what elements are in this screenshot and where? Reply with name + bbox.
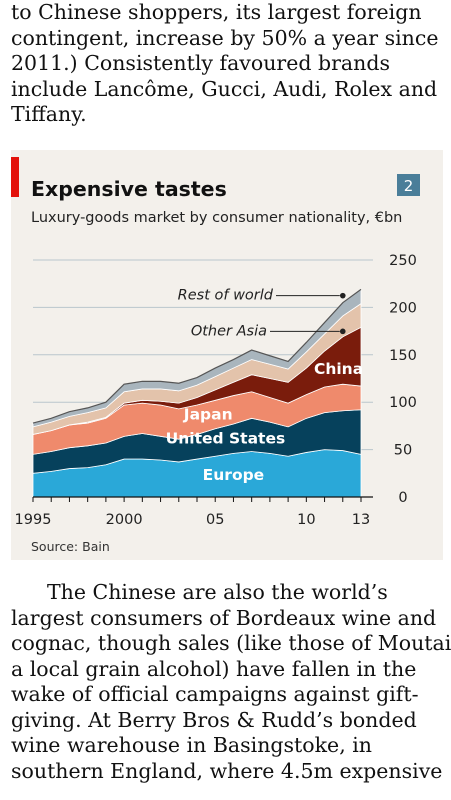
chart-number-box [397,174,420,196]
article-line: 2011.) Consistently favoured brands [11,51,390,75]
article-line: include Lancôme, Gucci, Audi, Rolex and [11,76,438,101]
x-tick-label: 13 [352,512,370,528]
article-line: wake of official campaigns against gift- [11,682,419,706]
chart-areas [32,288,362,498]
article-line: a local grain alcohol) have fallen in th… [11,656,417,681]
article-line: Tiffany. [11,102,87,126]
callout-label-rest_of_world: Rest of world [178,288,274,304]
y-tick-label: 200 [389,300,417,316]
chart-series-labels: Europe United States Japan China Rest of wor… [166,288,363,485]
chart-subtitle: Luxury-goods market by consumer national… [31,210,402,226]
y-tick-label: 50 [394,443,412,459]
callout-dot [339,292,346,299]
article-line: southern England, where 4.5m expensive [11,758,443,783]
series-label-china: China [314,360,363,378]
article-line: to Chinese shoppers, its largest foreign [11,0,422,24]
x-tick-label: 10 [297,512,315,528]
series-label-united_states: United States [166,430,286,448]
series-label-europe: Europe [203,466,265,484]
article-line: wine warehouse in Basingstoke, in [11,733,372,757]
series-label-japan: Japan [183,406,233,424]
total-outline [32,288,362,424]
x-tick-label: 05 [206,512,224,528]
article-line: cognac, though sales (like those of Mout… [11,631,451,655]
chart-red-accent-bar [11,157,19,197]
y-tick-label: 0 [398,490,407,506]
y-tick-label: 250 [389,253,417,269]
article-line: largest consumers of Bordeaux wine and [11,605,437,630]
article-line: giving. At Berry Bros & Rudd’s bonded [11,707,417,732]
article-line: The Chinese are also the world’s [47,580,388,604]
y-tick-label: 100 [389,395,417,411]
x-tick-label: 2000 [106,512,143,528]
x-tick-label: 1995 [15,512,52,528]
article-paragraph-top: to Chinese shoppers, its largest foreign… [11,0,443,128]
chart-title: Expensive tastes [31,177,227,201]
y-tick-label: 150 [389,348,417,364]
chart-axes: 1995 2000 05 10 13 [15,496,373,528]
article-line: contingent, increase by 50% a year since [11,25,439,50]
chart-source: Source: Bain [31,539,110,554]
callout-dot [339,328,346,335]
article-paragraph-bottom: The Chinese are also the world’s largest … [11,580,451,784]
chart-svg: Expensive tastes 2 Luxury-goods market b… [11,157,420,554]
chart-panel: Expensive tastes 2 Luxury-goods market b… [11,150,443,560]
chart-number: 2 [404,177,414,195]
callout-label-other_asia: Other Asia [191,323,267,339]
